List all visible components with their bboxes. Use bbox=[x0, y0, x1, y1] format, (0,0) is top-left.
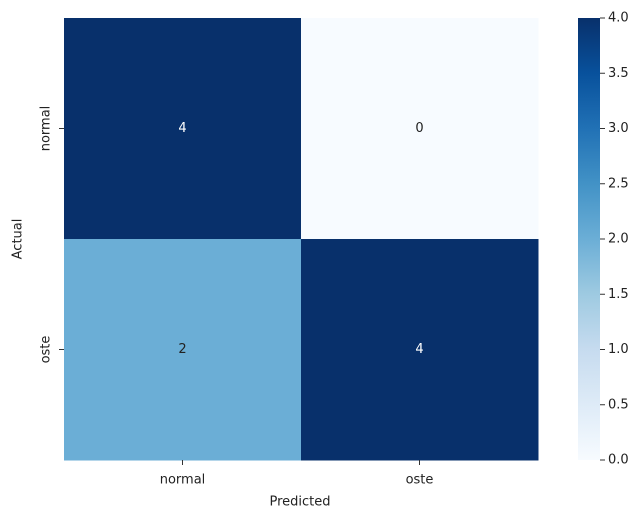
cell-label: 4 bbox=[178, 121, 186, 136]
colorbar-tick-label: 4.0 bbox=[608, 11, 628, 26]
heatmap-cell bbox=[64, 239, 302, 461]
y-axis-label: Actual bbox=[11, 219, 26, 260]
colorbar-tick-label: 0.0 bbox=[608, 453, 628, 468]
cell-label: 2 bbox=[178, 342, 186, 357]
heatmap-cell bbox=[64, 18, 302, 240]
colorbar-tick-label: 0.5 bbox=[608, 397, 628, 412]
y-tick-label: normal bbox=[39, 106, 54, 152]
y-tick-label: oste bbox=[39, 336, 54, 364]
colorbar-tick-label: 1.0 bbox=[608, 342, 628, 357]
colorbar-tick-label: 2.0 bbox=[608, 232, 628, 247]
colorbar-tick-label: 3.0 bbox=[608, 121, 628, 136]
cell-label: 4 bbox=[415, 342, 423, 357]
colorbar-tick-label: 1.5 bbox=[608, 287, 628, 302]
x-axis-label: Predicted bbox=[269, 495, 330, 510]
colorbar-tick-label: 3.5 bbox=[608, 66, 628, 81]
heatmap-cell bbox=[301, 239, 539, 461]
x-tick-label: normal bbox=[160, 473, 206, 488]
cell-label: 0 bbox=[415, 121, 423, 136]
x-tick-label: oste bbox=[406, 473, 434, 488]
colorbar-tick-label: 2.5 bbox=[608, 176, 628, 191]
heatmap-cell bbox=[301, 18, 539, 240]
colorbar bbox=[578, 18, 600, 460]
